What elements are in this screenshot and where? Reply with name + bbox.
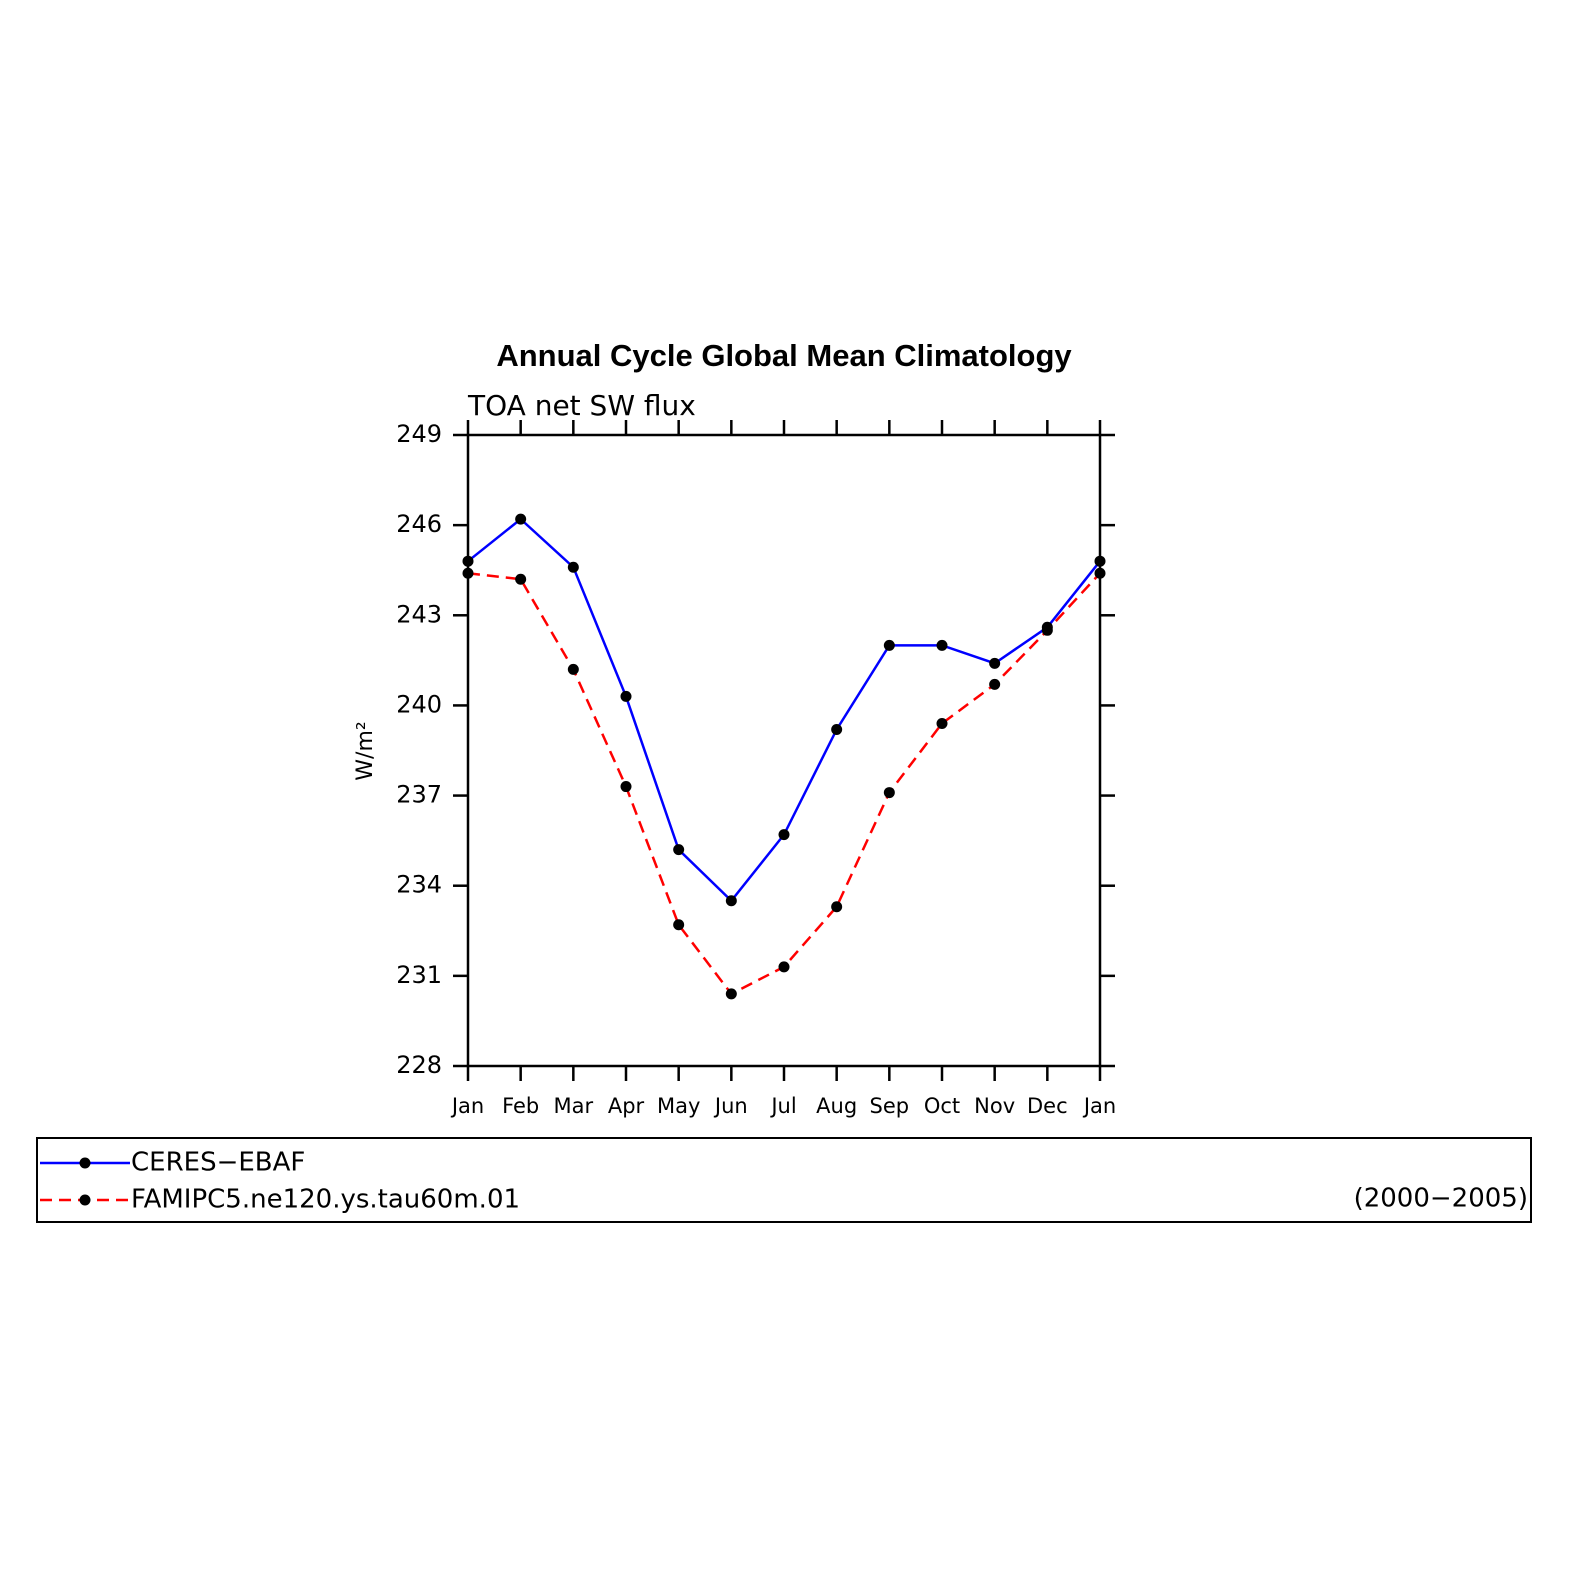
y-tick-label: 249 <box>396 420 442 448</box>
legend-label: FAMIPC5.ne120.ys.tau60m.01 <box>131 1185 520 1215</box>
data-point <box>673 919 685 931</box>
data-point <box>725 988 737 1000</box>
y-tick-label: 231 <box>396 961 442 989</box>
x-tick-label: Mar <box>554 1094 594 1118</box>
chart-subtitle: TOA net SW flux <box>467 389 696 422</box>
data-point <box>936 639 948 651</box>
data-point <box>883 787 895 799</box>
data-point <box>567 663 579 675</box>
legend-marker <box>79 1194 91 1206</box>
legend-box <box>36 1137 1532 1223</box>
series-line <box>467 517 1101 903</box>
y-tick-label: 237 <box>396 781 442 809</box>
data-point <box>831 723 843 735</box>
data-point <box>515 573 527 585</box>
x-tick-label: Jan <box>1082 1094 1116 1118</box>
data-point <box>462 567 474 579</box>
y-tick-label: 228 <box>396 1051 442 1079</box>
y-tick-label: 234 <box>396 871 442 899</box>
x-tick-label: Aug <box>816 1094 857 1118</box>
data-point <box>831 901 843 913</box>
x-tick-label: Feb <box>502 1094 539 1118</box>
series-line <box>467 571 1101 996</box>
data-point <box>778 961 790 973</box>
data-point <box>989 678 1001 690</box>
y-tick-label: 240 <box>396 690 442 718</box>
x-tick-label: Oct <box>924 1094 960 1118</box>
x-tick-label: Nov <box>974 1094 1015 1118</box>
data-point <box>515 513 527 525</box>
data-point <box>462 555 474 567</box>
data-point <box>883 639 895 651</box>
y-axis-label: W/m² <box>353 721 378 780</box>
data-point <box>725 895 737 907</box>
x-tick-label: Apr <box>608 1094 645 1118</box>
x-tick-label: May <box>657 1094 700 1118</box>
legend-label: CERES−EBAF <box>131 1148 305 1178</box>
data-point <box>1094 555 1106 567</box>
data-point <box>620 781 632 793</box>
legend-marker <box>79 1157 91 1169</box>
data-point <box>936 717 948 729</box>
data-point <box>1094 567 1106 579</box>
x-tick-label: Dec <box>1027 1094 1068 1118</box>
chart-title: Annual Cycle Global Mean Climatology <box>496 338 1072 373</box>
y-tick-label: 246 <box>396 510 442 538</box>
data-point <box>1041 624 1053 636</box>
data-point <box>567 561 579 573</box>
y-tick-label: 243 <box>396 600 442 628</box>
x-tick-label: Jul <box>769 1094 796 1118</box>
x-tick-label: Sep <box>870 1094 910 1118</box>
data-point <box>778 829 790 841</box>
x-tick-label: Jun <box>713 1094 748 1118</box>
data-point <box>620 690 632 702</box>
x-tick-label: Jan <box>450 1094 484 1118</box>
annotation: (2000−2005) <box>1354 1184 1528 1214</box>
data-point <box>989 657 1001 669</box>
data-point <box>673 844 685 856</box>
